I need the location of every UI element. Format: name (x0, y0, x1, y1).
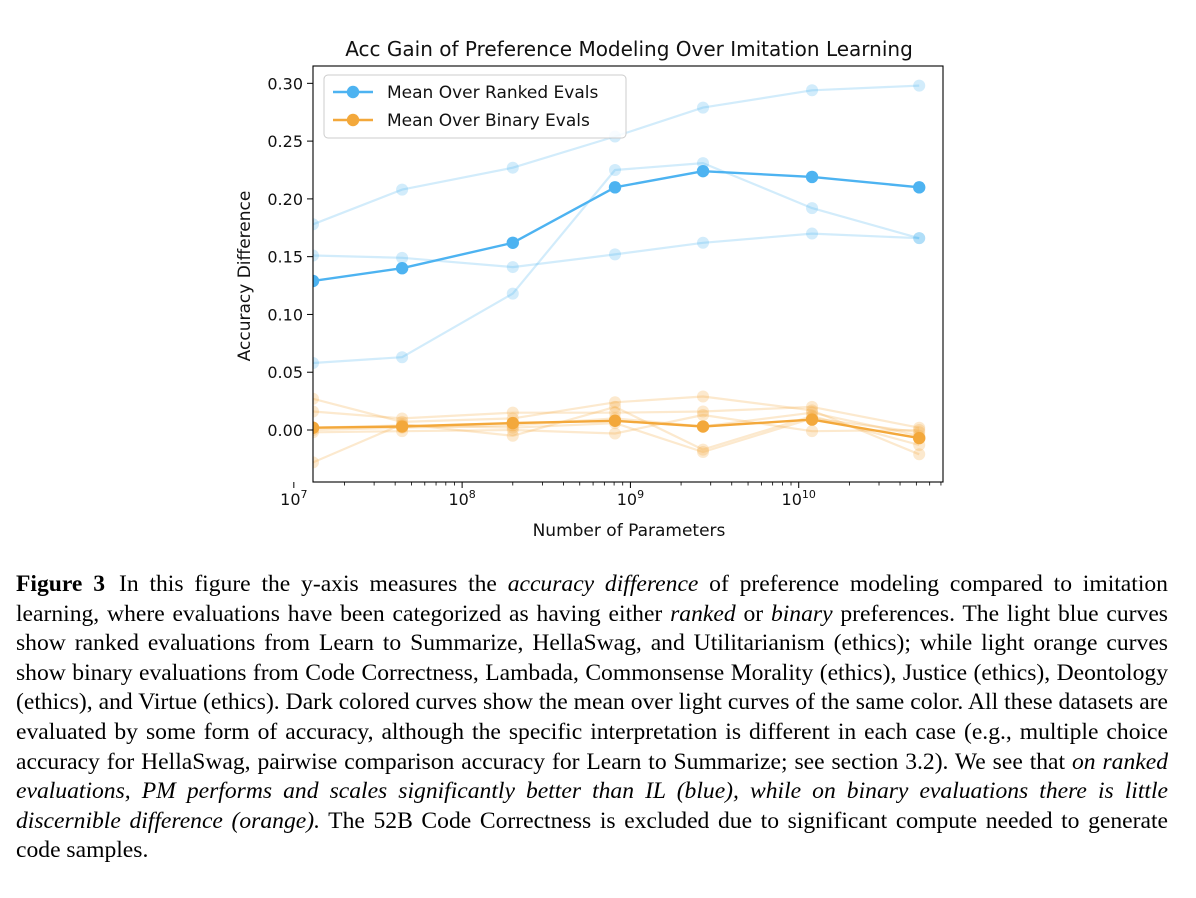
mean-series-0-point-2 (506, 236, 519, 249)
mean-series-1-point-0 (313, 421, 320, 434)
binary-light-series-7-point-3 (609, 400, 622, 413)
x-tick-label-3: 1010 (782, 488, 816, 509)
binary-light-series-4-point-2 (506, 406, 519, 419)
ranked-light-series-1-point-4 (697, 236, 710, 249)
figure-caption: Figure 3 In this figure the y-axis measur… (16, 570, 1168, 866)
binary-light-series-5-point-4 (697, 445, 710, 458)
ranked-light-series-1-point-2 (506, 261, 519, 274)
ranked-light-series-0-point-2 (506, 161, 519, 174)
caption-segment-5: binary (770, 600, 833, 627)
ranked-light-series-2-point-6 (913, 232, 926, 245)
caption-text: In this figure the y-axis measures the a… (16, 571, 1168, 863)
binary-light-series-3-point-6 (913, 448, 926, 461)
y-tick-label-3: 0.15 (267, 248, 303, 267)
ranked-light-series-line-1 (313, 232, 920, 269)
binary-light-series-4-point-4 (697, 405, 710, 418)
x-tick-exponent-1: 8 (469, 488, 476, 501)
mean-series-1-point-2 (506, 416, 519, 430)
mean-series-0-point-3 (608, 181, 622, 194)
mean-series-0-point-1 (395, 262, 409, 275)
binary-light-series-7-point-0 (313, 456, 319, 469)
ranked-light-series-0-point-6 (913, 79, 926, 92)
x-axis-label: Number of Parameters (533, 521, 726, 541)
x-tick-exponent-0: 7 (301, 488, 308, 501)
caption-segment-1: accuracy difference (507, 571, 699, 597)
legend-label-0: Mean Over Ranked Evals (387, 83, 598, 103)
binary-light-series-7-point-4 (697, 443, 710, 456)
y-tick-label-4: 0.20 (267, 190, 303, 209)
ranked-light-series-0-point-1 (396, 183, 409, 196)
mean-series-0-point-0 (313, 274, 320, 288)
figure: Acc Gain of Preference Modeling Over Imi… (235, 37, 944, 541)
mean-series-1-point-6 (913, 431, 926, 445)
x-tick-label-0: 107 (280, 488, 307, 509)
y-tick-label-0: 0.00 (267, 421, 303, 440)
ranked-light-series-1-point-1 (396, 251, 409, 264)
y-tick-label-1: 0.05 (267, 363, 303, 382)
x-tick-exponent-2: 9 (637, 488, 644, 501)
caption-segment-6: preferences. The light blue curves show … (16, 600, 1168, 775)
ranked-light-series-1-point-6 (913, 232, 926, 245)
legend: Mean Over Ranked Evals Mean Over Binary E… (323, 74, 627, 139)
plot-frame (312, 65, 944, 483)
binary-light-series-7-point-2 (506, 429, 519, 442)
x-tick-label-2: 109 (617, 488, 644, 509)
mean-series-0-point-5 (805, 170, 819, 184)
x-tick-exponent-3: 10 (802, 488, 816, 501)
caption-segment-4: or (735, 600, 771, 627)
plot-area (313, 79, 926, 469)
mean-series-1-point-4 (696, 420, 710, 433)
ranked-light-series-2-point-1 (396, 351, 409, 364)
ranked-light-series-0-point-0 (313, 218, 319, 231)
data-layer (313, 79, 926, 469)
legend-box (323, 74, 627, 139)
binary-light-series-6-point-4 (697, 408, 710, 421)
caption-segment-8: The 52B Code Correctness is excluded due… (16, 807, 1168, 864)
ranked-light-series-line-2 (313, 162, 920, 365)
ranked-light-series-0-point-5 (806, 84, 819, 97)
caption-segment-3: ranked (670, 600, 736, 627)
mean-series-0-point-4 (696, 164, 710, 178)
chart: Acc Gain of Preference Modeling Over Imi… (235, 37, 944, 541)
legend-marker-1 (346, 113, 360, 127)
mean-series-1-point-5 (805, 413, 819, 426)
ranked-light-series-1-point-5 (806, 227, 819, 240)
ranked-light-series-2-point-2 (506, 287, 519, 300)
figure-label: Figure 3 (16, 571, 105, 597)
mean-series-1-point-1 (395, 420, 409, 433)
binary-light-series-4-point-6 (913, 421, 926, 434)
chart-title: Acc Gain of Preference Modeling Over Imi… (345, 37, 913, 61)
caption-segment-2: of preference modeling compared to imita… (16, 571, 1168, 627)
binary-light-series-4-point-0 (313, 405, 319, 418)
binary-light-series-line-4 (313, 405, 920, 429)
ranked-light-series-1-point-3 (609, 248, 622, 261)
binary-light-series-3-point-3 (609, 396, 622, 409)
legend-marker-0 (346, 85, 360, 99)
binary-light-series-3-point-4 (697, 390, 710, 403)
ranked-light-series-2-point-0 (313, 356, 319, 369)
y-axis-label: Accuracy Difference (235, 191, 255, 362)
legend-label-1: Mean Over Binary Evals (387, 111, 590, 131)
ranked-light-series-0-point-4 (697, 101, 710, 114)
y-tick-label-2: 0.10 (267, 305, 303, 324)
ranked-light-series-2-point-3 (609, 164, 622, 176)
x-tick-label-1: 108 (448, 488, 475, 509)
binary-light-series-6-point-3 (609, 427, 622, 440)
mean-series-1-point-3 (608, 414, 622, 427)
binary-light-series-3-point-0 (313, 392, 319, 405)
ranked-light-series-1-point-0 (313, 249, 319, 262)
caption-segment-7: on ranked evaluations, PM performs and s… (16, 748, 1168, 834)
mean-series-0-point-6 (913, 181, 926, 194)
y-tick-label-6: 0.30 (267, 74, 303, 93)
binary-light-series-6-point-5 (806, 425, 819, 438)
binary-light-series-4-point-5 (806, 400, 819, 413)
ranked-light-series-2-point-5 (806, 202, 819, 215)
binary-light-series-3-point-5 (806, 404, 819, 417)
y-tick-label-5: 0.25 (267, 132, 303, 151)
caption-segment-0: In this figure the y-axis measures the (119, 571, 508, 597)
